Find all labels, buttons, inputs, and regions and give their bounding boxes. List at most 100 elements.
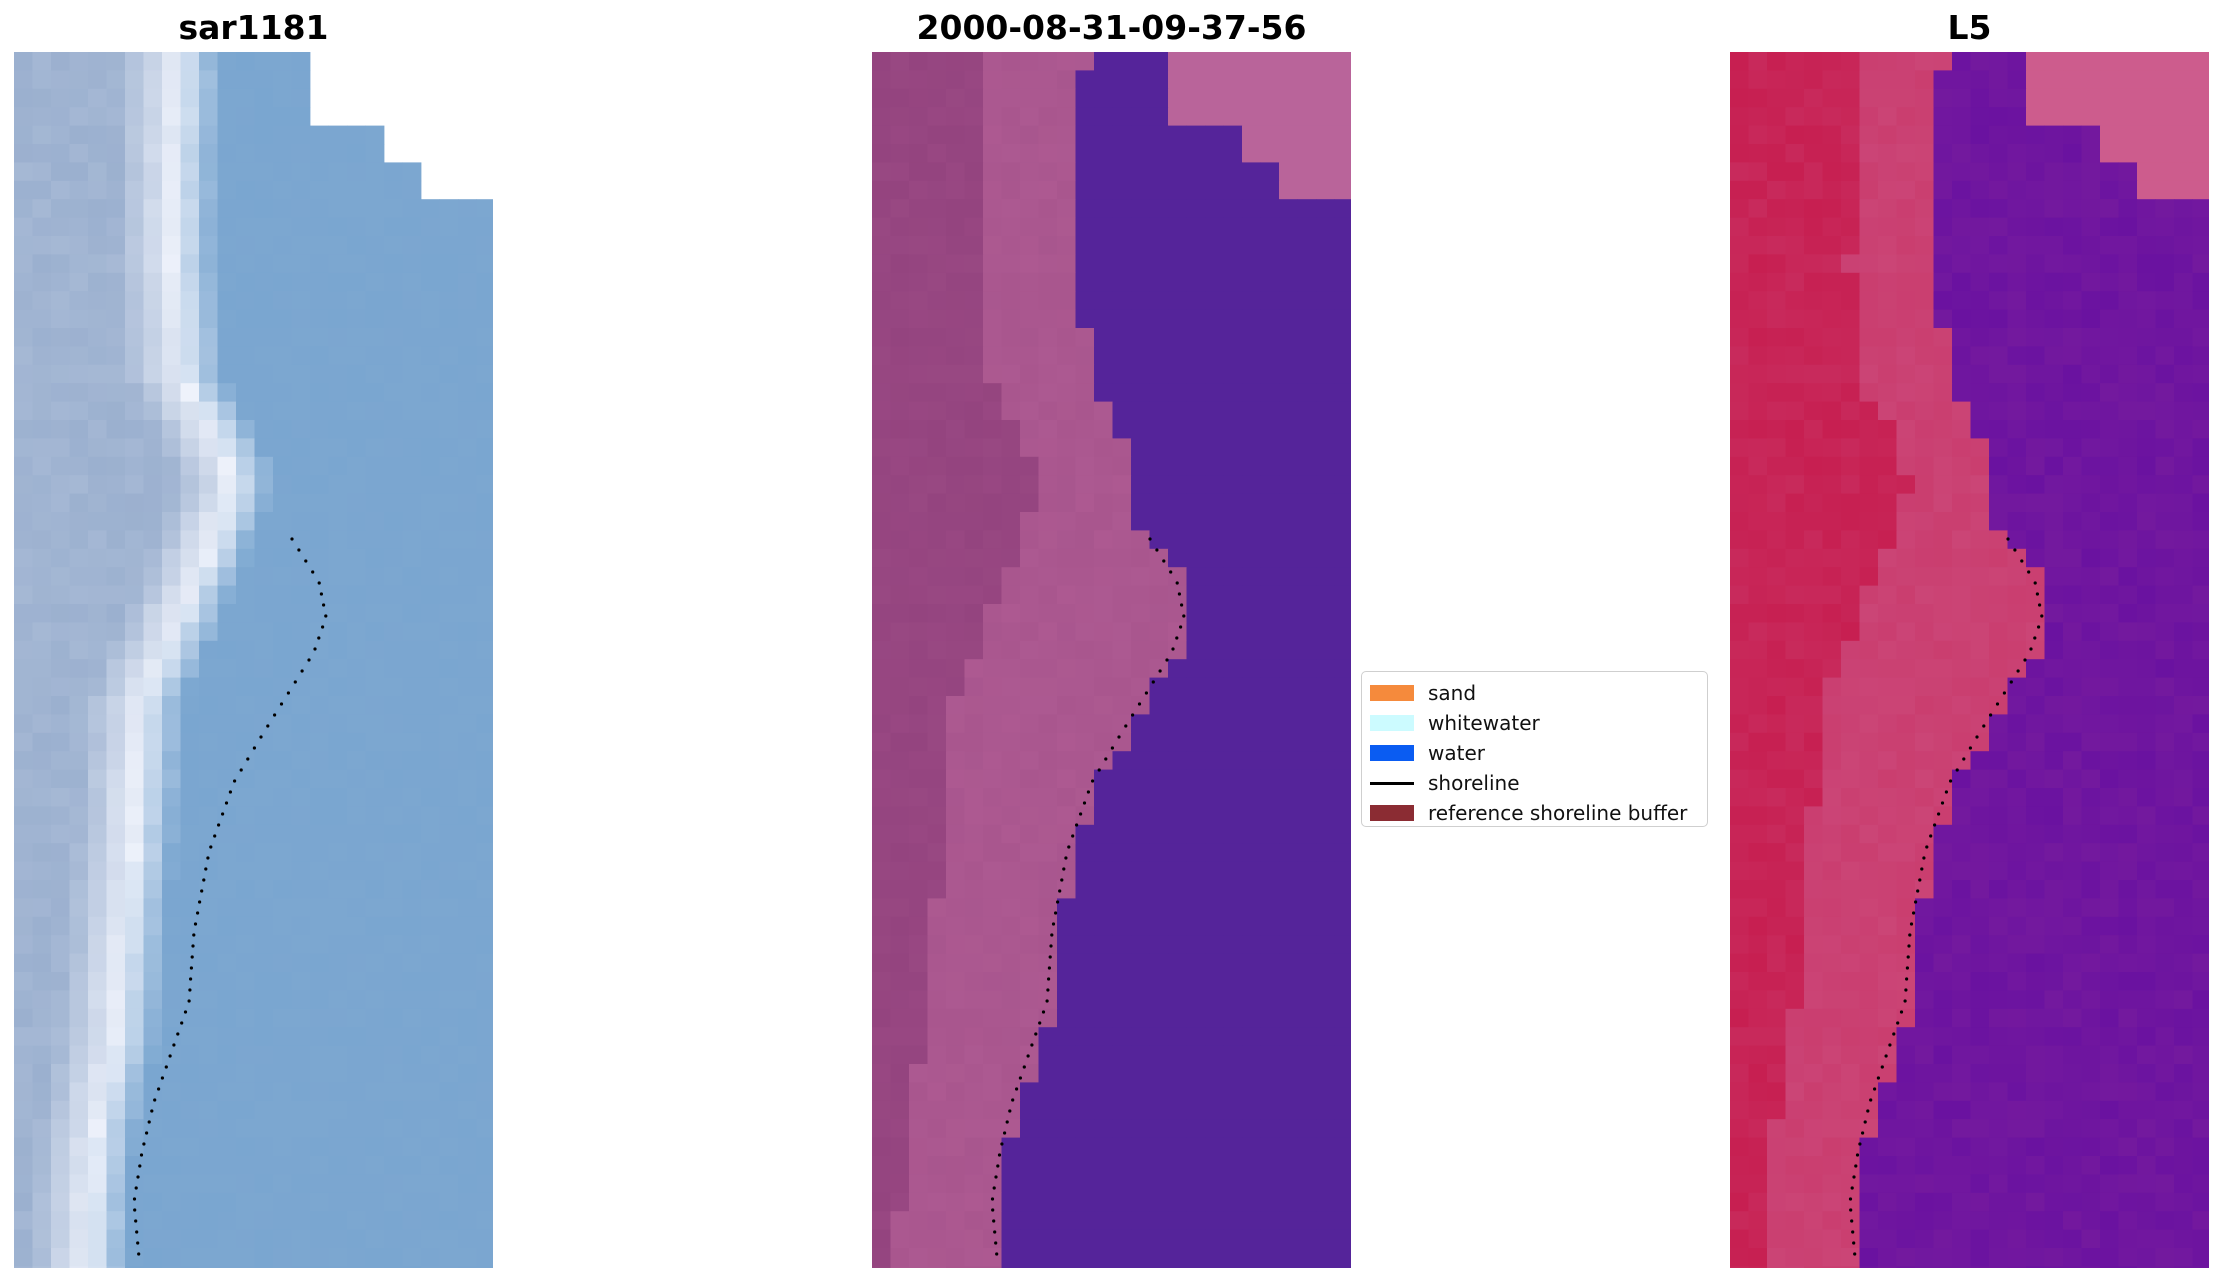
raster-pixel (347, 199, 366, 218)
raster-pixel (1933, 272, 1953, 292)
raster-pixel (1804, 788, 1823, 807)
raster-pixel (1020, 1137, 1039, 1157)
raster-pixel (69, 88, 89, 108)
raster-pixel (310, 1045, 329, 1065)
raster-pixel (1149, 346, 1169, 366)
raster-pixel (143, 456, 163, 476)
raster-pixel (14, 107, 33, 126)
raster-pixel (1896, 236, 1916, 255)
raster-pixel (217, 199, 237, 218)
raster-pixel (1038, 530, 1058, 550)
raster-pixel (162, 751, 181, 770)
raster-pixel (14, 1174, 33, 1194)
raster-pixel (143, 346, 163, 366)
raster-pixel (872, 328, 891, 347)
raster-pixel (1878, 1027, 1897, 1046)
shoreline-dot (300, 669, 304, 673)
raster-pixel (125, 659, 144, 678)
raster-pixel (1057, 328, 1076, 347)
raster-pixel (1186, 217, 1206, 237)
raster-pixel (162, 935, 181, 954)
raster-pixel (1075, 714, 1095, 734)
raster-pixel (2063, 898, 2082, 918)
raster-pixel (88, 769, 107, 789)
shoreline-dot (1005, 1120, 1009, 1124)
raster-pixel (1205, 1156, 1224, 1175)
raster-pixel (384, 420, 403, 439)
raster-pixel (273, 1082, 292, 1102)
raster-pixel (890, 236, 910, 255)
raster-pixel (476, 843, 493, 862)
raster-pixel (402, 217, 422, 237)
raster-pixel (1223, 1174, 1243, 1194)
raster-pixel (291, 107, 311, 126)
raster-pixel (1767, 52, 1786, 71)
raster-pixel (1205, 291, 1224, 310)
raster-pixel (106, 732, 126, 752)
raster-pixel (69, 953, 89, 973)
raster-pixel (1242, 604, 1261, 623)
raster-pixel (1186, 346, 1206, 366)
raster-pixel (1260, 144, 1280, 163)
raster-pixel (1989, 107, 2008, 126)
raster-pixel (1131, 180, 1150, 200)
raster-pixel (2137, 1045, 2156, 1065)
raster-pixel (2118, 401, 2138, 421)
raster-pixel (476, 604, 493, 623)
raster-pixel (1112, 236, 1132, 255)
raster-pixel (909, 1248, 928, 1267)
raster-pixel (273, 512, 292, 531)
raster-pixel (476, 475, 493, 494)
raster-pixel (106, 972, 126, 991)
raster-pixel (310, 990, 329, 1010)
raster-pixel (1223, 916, 1243, 936)
raster-pixel (32, 916, 52, 936)
raster-pixel (88, 475, 107, 494)
raster-pixel (328, 530, 348, 550)
raster-pixel (1767, 953, 1786, 973)
raster-pixel (14, 1100, 33, 1120)
raster-pixel (421, 1174, 440, 1194)
raster-pixel (125, 1027, 144, 1046)
raster-pixel (2174, 420, 2193, 439)
raster-pixel (1334, 880, 1351, 899)
raster-pixel (384, 880, 403, 899)
raster-pixel (143, 1192, 163, 1212)
raster-pixel (1112, 1008, 1132, 1028)
raster-pixel (1149, 788, 1169, 807)
raster-pixel (439, 880, 459, 899)
raster-pixel (2137, 438, 2156, 458)
raster-pixel (236, 732, 255, 752)
raster-pixel (2007, 328, 2027, 347)
raster-pixel (384, 916, 403, 936)
raster-pixel (1001, 935, 1021, 954)
raster-pixel (125, 420, 144, 439)
raster-pixel (1149, 751, 1169, 770)
raster-pixel (1952, 548, 1971, 568)
raster-pixel (32, 843, 52, 862)
raster-pixel (421, 953, 440, 973)
raster-pixel (273, 1266, 292, 1268)
raster-pixel (1205, 180, 1224, 200)
raster-pixel (125, 732, 144, 752)
raster-pixel (1767, 475, 1786, 494)
raster-pixel (2007, 585, 2027, 605)
raster-pixel (1804, 438, 1823, 458)
raster-pixel (2137, 70, 2156, 90)
raster-pixel (909, 604, 928, 623)
raster-pixel (1878, 456, 1897, 476)
raster-pixel (2044, 309, 2064, 329)
raster-pixel (1896, 916, 1916, 936)
raster-pixel (1297, 401, 1317, 421)
raster-pixel (421, 475, 440, 494)
raster-pixel (217, 88, 237, 108)
raster-pixel (983, 107, 1002, 126)
raster-pixel (2155, 383, 2175, 402)
raster-pixel (1186, 52, 1206, 71)
raster-pixel (1205, 567, 1224, 586)
raster-pixel (1915, 935, 1934, 954)
raster-pixel (365, 512, 385, 531)
raster-pixel (1297, 236, 1317, 255)
rgb-image-panel (14, 52, 493, 1268)
raster-pixel (1075, 309, 1095, 329)
